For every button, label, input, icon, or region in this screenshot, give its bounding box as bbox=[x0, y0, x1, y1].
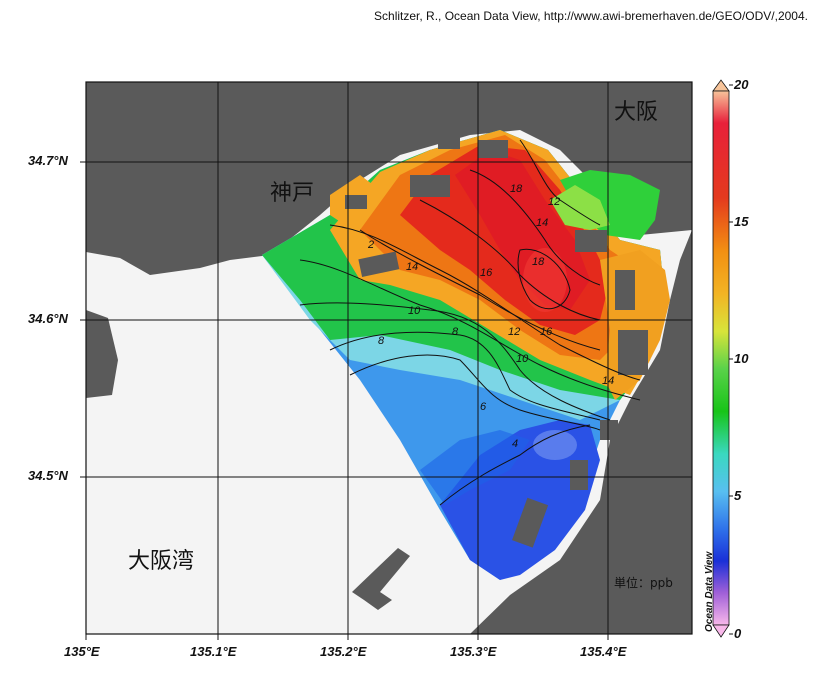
place-osaka-bay: 大阪湾 bbox=[128, 549, 195, 574]
map-area: 18 18 16 16 14 14 14 12 12 10 10 8 8 6 4… bbox=[86, 82, 692, 634]
place-kobe: 神戸 bbox=[270, 181, 315, 206]
lat-label-34-6: 34.6°N bbox=[28, 311, 68, 326]
north-land bbox=[86, 82, 692, 275]
contour-label-12b: 12 bbox=[548, 196, 560, 208]
west-land bbox=[86, 310, 118, 398]
map-frame bbox=[85, 81, 693, 635]
island bbox=[352, 548, 410, 610]
contour-label-4: 4 bbox=[512, 438, 518, 450]
contour-lines bbox=[299, 139, 641, 506]
lon-label-135-3: 135.3°E bbox=[450, 644, 497, 659]
colorbar-gradient bbox=[712, 90, 730, 626]
colorbar-tick-15: 15 bbox=[734, 214, 749, 229]
harbor-structures bbox=[345, 135, 648, 548]
colorbar-top-arrow bbox=[712, 79, 730, 92]
east-land bbox=[470, 230, 692, 634]
contour-label-16b: 16 bbox=[540, 326, 553, 338]
colorbar-tick-20: 20 bbox=[734, 77, 749, 92]
credit-text: Schlitzer, R., Ocean Data View, http://w… bbox=[374, 9, 808, 23]
contour-label-10: 10 bbox=[408, 305, 421, 317]
colorbar-bottom-arrow bbox=[712, 624, 730, 638]
colorbar-tick-10: 10 bbox=[734, 351, 749, 366]
lon-label-135-1: 135.1°E bbox=[190, 644, 237, 659]
lon-label-135-2: 135.2°E bbox=[320, 644, 367, 659]
contour-label-group: 18 18 16 16 14 14 14 12 12 10 10 8 8 6 4… bbox=[367, 183, 614, 450]
contour-label-8b: 8 bbox=[452, 326, 459, 338]
colorbar-tick-0: 0 bbox=[734, 626, 742, 641]
contour-label-2: 2 bbox=[367, 239, 374, 251]
contour-label-8: 8 bbox=[378, 335, 385, 347]
contour-label-18: 18 bbox=[510, 183, 523, 195]
lon-label-135: 135°E bbox=[64, 644, 100, 659]
lat-label-34-7: 34.7°N bbox=[28, 153, 68, 168]
axis-ticks bbox=[80, 161, 609, 640]
colorbar-title: Ocean Data View bbox=[704, 551, 715, 632]
lat-label-34-5: 34.5°N bbox=[28, 468, 68, 483]
colorbar bbox=[712, 79, 733, 638]
contour-label-18b: 18 bbox=[532, 256, 545, 268]
unit-label: 単位：ppb bbox=[614, 576, 673, 590]
header-panel bbox=[82, 30, 692, 82]
colorbar-tick-5: 5 bbox=[734, 488, 742, 503]
place-osaka: 大阪 bbox=[614, 100, 659, 125]
contour-label-14: 14 bbox=[406, 261, 418, 273]
contour-label-6: 6 bbox=[480, 401, 487, 413]
contour-label-14b: 14 bbox=[536, 217, 548, 229]
contour-label-16: 16 bbox=[480, 267, 493, 279]
contour-label-10b: 10 bbox=[516, 353, 529, 365]
lon-label-135-4: 135.4°E bbox=[580, 644, 627, 659]
contour-label-12: 12 bbox=[508, 326, 520, 338]
graticule bbox=[86, 82, 692, 634]
